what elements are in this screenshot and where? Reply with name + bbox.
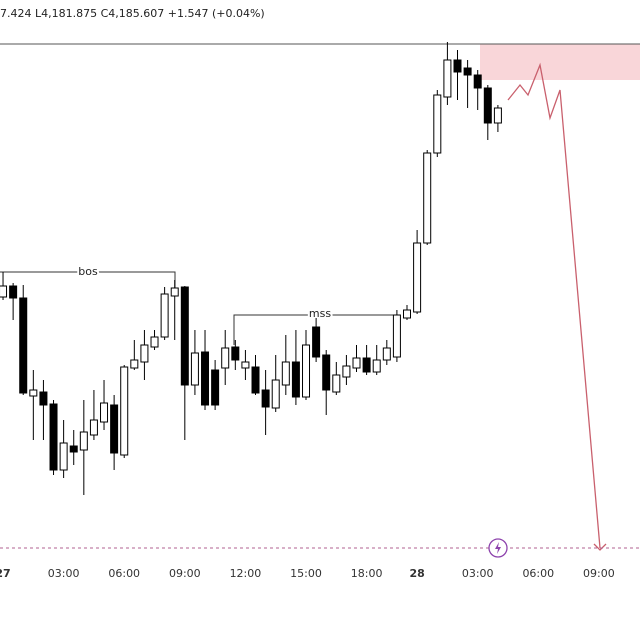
candle-body	[130, 359, 139, 369]
candle-body	[150, 336, 159, 348]
candle-body	[443, 59, 452, 98]
x-tick-label: 15:00	[290, 567, 322, 580]
projection-arrow	[593, 543, 607, 551]
candle-body	[473, 74, 482, 89]
candle-body	[261, 389, 270, 408]
candle-body	[29, 389, 38, 397]
candle-body	[453, 59, 462, 73]
x-tick-label: 06:00	[108, 567, 140, 580]
candle-body	[352, 357, 361, 369]
x-tick-label: 12:00	[230, 567, 262, 580]
candle-body	[403, 309, 412, 319]
supply-zone	[480, 44, 640, 80]
candle-body	[201, 351, 210, 406]
candle-body	[100, 402, 109, 423]
alert-bolt	[495, 542, 501, 554]
candle-body	[59, 442, 68, 471]
x-tick-label: 27	[0, 567, 11, 580]
mss-label: mss	[309, 307, 331, 320]
candle-body	[382, 347, 391, 361]
x-tick-label: 03:00	[462, 567, 494, 580]
candle-body	[281, 361, 290, 386]
candle-body	[362, 357, 371, 373]
candle-body	[463, 67, 472, 76]
candle-body	[69, 445, 78, 453]
mss-line	[233, 314, 396, 345]
x-tick-label: 06:00	[522, 567, 554, 580]
candle-body	[231, 346, 240, 361]
ohlc-header: 7.424 L4,181.875 C4,185.607 +1.547 (+0.0…	[0, 7, 265, 20]
candle-body	[0, 285, 8, 298]
candle-body	[180, 286, 189, 386]
candle-body	[89, 419, 98, 436]
candle-body	[211, 369, 220, 406]
candle-body	[140, 344, 149, 363]
x-tick-label: 09:00	[583, 567, 615, 580]
candle-body	[423, 152, 432, 244]
candle-body	[312, 326, 321, 358]
candle-body	[433, 94, 442, 154]
bos-label: bos	[78, 265, 98, 278]
candle-body	[392, 314, 401, 358]
candle-body	[79, 431, 88, 451]
candle-body	[322, 354, 331, 391]
candle-body	[302, 344, 311, 398]
candle-body	[241, 361, 250, 369]
candle-body	[190, 352, 199, 386]
x-tick-label: 18:00	[351, 567, 383, 580]
candle-body	[291, 361, 300, 398]
x-tick-label: 03:00	[48, 567, 80, 580]
candle-body	[39, 391, 48, 406]
candle-body	[49, 403, 58, 471]
candle-body	[271, 379, 280, 409]
candle-body	[342, 365, 351, 378]
candle-body	[483, 87, 492, 124]
candle-body	[170, 287, 179, 297]
candle-body	[413, 242, 422, 313]
candle-body	[9, 285, 18, 299]
candle-body	[372, 359, 381, 373]
candle-body	[251, 366, 260, 394]
candle-body	[332, 374, 341, 393]
candle-body	[110, 404, 119, 454]
candle-body	[120, 366, 129, 456]
projection-path	[507, 62, 601, 549]
candle-body	[19, 297, 28, 394]
candle-body	[493, 107, 502, 124]
x-tick-label: 28	[409, 567, 424, 580]
candle-body	[221, 347, 230, 369]
x-tick-label: 09:00	[169, 567, 201, 580]
candle-body	[160, 293, 169, 338]
